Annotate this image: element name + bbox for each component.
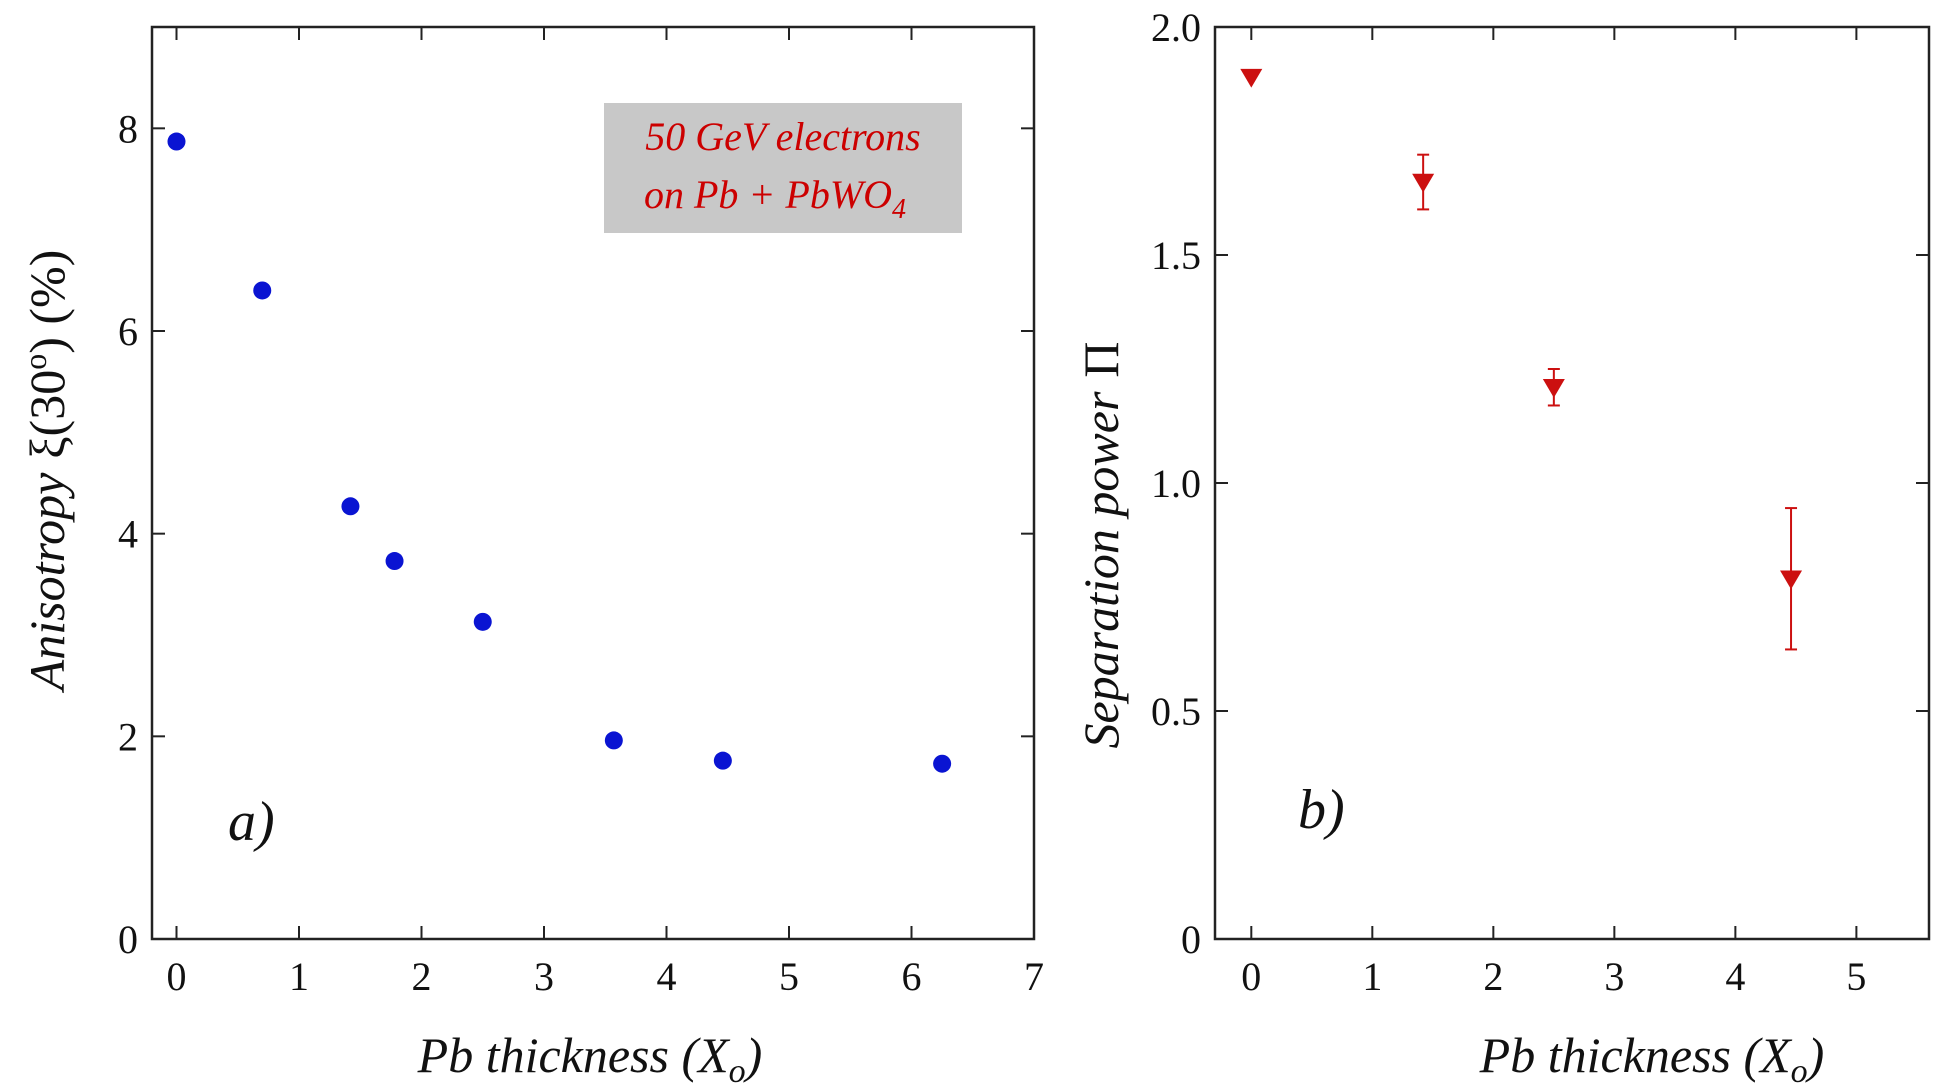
- panel-a-plot-frame: [150, 25, 1036, 941]
- panel-0-x-tick-label: 0: [167, 954, 187, 999]
- panel-0-data-point: [253, 281, 272, 300]
- panel-a-ticks: 0 1 2 3 4 5 6 7 0 2 4 6 8: [118, 27, 1044, 999]
- panel-a: 50 GeV electrons on Pb + PbWO4 0 1 2 3 4 5 6 70…: [17, 25, 1044, 1090]
- panel-0-data-point: [933, 754, 952, 773]
- panel-a-x-axis-label: Pb thickness (Xo): [417, 1027, 763, 1090]
- panel-0-data-point: [167, 132, 186, 151]
- panel-0-data-point: [604, 731, 623, 750]
- panel-b-x-axis-label-main: Pb thickness (X: [1479, 1027, 1793, 1083]
- panel-b-label: b): [1298, 779, 1345, 841]
- panel-0-x-tick-label: 6: [902, 954, 922, 999]
- panel-1-x-tick-label: 3: [1604, 954, 1624, 999]
- panel-a-y-axis-label-main: Anisotropy: [19, 472, 75, 693]
- panel-b: 0 1 2 3 4 5 0 0.5 1.0 1.5 2.0 b) Pb thickness (Xo)…: [1073, 5, 1931, 1090]
- panel-0-data-point: [713, 751, 732, 770]
- panel-0-y-tick-label: 4: [118, 512, 138, 557]
- panel-1-data-point: [1542, 378, 1565, 398]
- panel-a-annotation-box: [604, 103, 962, 233]
- panel-0-data-point: [473, 612, 492, 631]
- panel-1-data-point: [1240, 68, 1263, 88]
- panel-0-y-tick-label: 2: [118, 714, 138, 759]
- panel-b-data-points: [1240, 68, 1803, 651]
- panel-1-x-tick-label: 5: [1846, 954, 1866, 999]
- panel-1-x-tick-label: 0: [1241, 954, 1261, 999]
- panel-0-x-tick-label: 7: [1024, 954, 1044, 999]
- panel-a-x-axis-label-sub: o: [729, 1053, 746, 1090]
- panel-0-x-tick-label: 4: [657, 954, 677, 999]
- panel-a-annotation-line2-sub: 4: [892, 194, 906, 225]
- panel-a-x-axis-label-main: Pb thickness (X: [417, 1027, 731, 1083]
- panel-a-y-axis-label-end: ) (%): [19, 250, 75, 354]
- panel-1-data-point: [1412, 173, 1435, 193]
- panel-1-y-tick-label: 1.5: [1151, 233, 1201, 278]
- panel-0-x-tick-label: 2: [412, 954, 432, 999]
- panel-0-y-tick-label: 8: [118, 106, 138, 151]
- panel-a-data-points: [167, 132, 952, 773]
- panel-0-y-tick-label: 6: [118, 309, 138, 354]
- panel-1-y-tick-label: 0: [1181, 917, 1201, 962]
- panel-b-x-axis-label-end: ): [1805, 1027, 1825, 1083]
- panel-a-x-axis-label-end: ): [743, 1027, 763, 1083]
- panel-a-annotation-line2: on Pb + PbWO4: [644, 172, 906, 225]
- panel-a-y-axis-label: Anisotropy ξ(30o) (%): [17, 250, 75, 694]
- panel-b-y-axis-label-symbol: Π: [1073, 341, 1129, 377]
- panel-0-data-point: [341, 497, 360, 516]
- panel-a-label: a): [228, 791, 275, 853]
- panel-0-data-point: [385, 552, 404, 571]
- panel-a-y-axis-label-sup: o: [17, 354, 53, 370]
- panel-1-x-tick-label: 4: [1725, 954, 1745, 999]
- panel-0-x-tick-label: 3: [534, 954, 554, 999]
- panel-a-y-axis-label-symbol: ξ(30: [19, 370, 75, 459]
- panel-1-y-tick-label: 1.0: [1151, 461, 1201, 506]
- panel-a-annotation-line1: 50 GeV electrons: [645, 114, 921, 159]
- panel-1-x-tick-label: 1: [1362, 954, 1382, 999]
- panel-b-ticks: 0 1 2 3 4 5 0 0.5 1.0 1.5 2.0: [1151, 5, 1929, 999]
- panel-1-x-tick-label: 2: [1483, 954, 1503, 999]
- panel-b-y-axis-label-main: Separation power: [1073, 391, 1129, 748]
- panel-b-x-axis-label: Pb thickness (Xo): [1479, 1027, 1825, 1090]
- panel-1-y-tick-label: 0.5: [1151, 689, 1201, 734]
- panel-b-x-axis-label-sub: o: [1791, 1053, 1808, 1090]
- panel-0-y-tick-label: 0: [118, 917, 138, 962]
- panel-a-annotation-line2-main: on Pb + PbWO: [644, 172, 892, 217]
- panel-1-data-point: [1780, 570, 1803, 590]
- panel-0-x-tick-label: 1: [289, 954, 309, 999]
- panel-0-x-tick-label: 5: [779, 954, 799, 999]
- panel-b-y-axis-label: Separation power Π: [1073, 341, 1129, 748]
- panel-1-y-tick-label: 2.0: [1151, 5, 1201, 50]
